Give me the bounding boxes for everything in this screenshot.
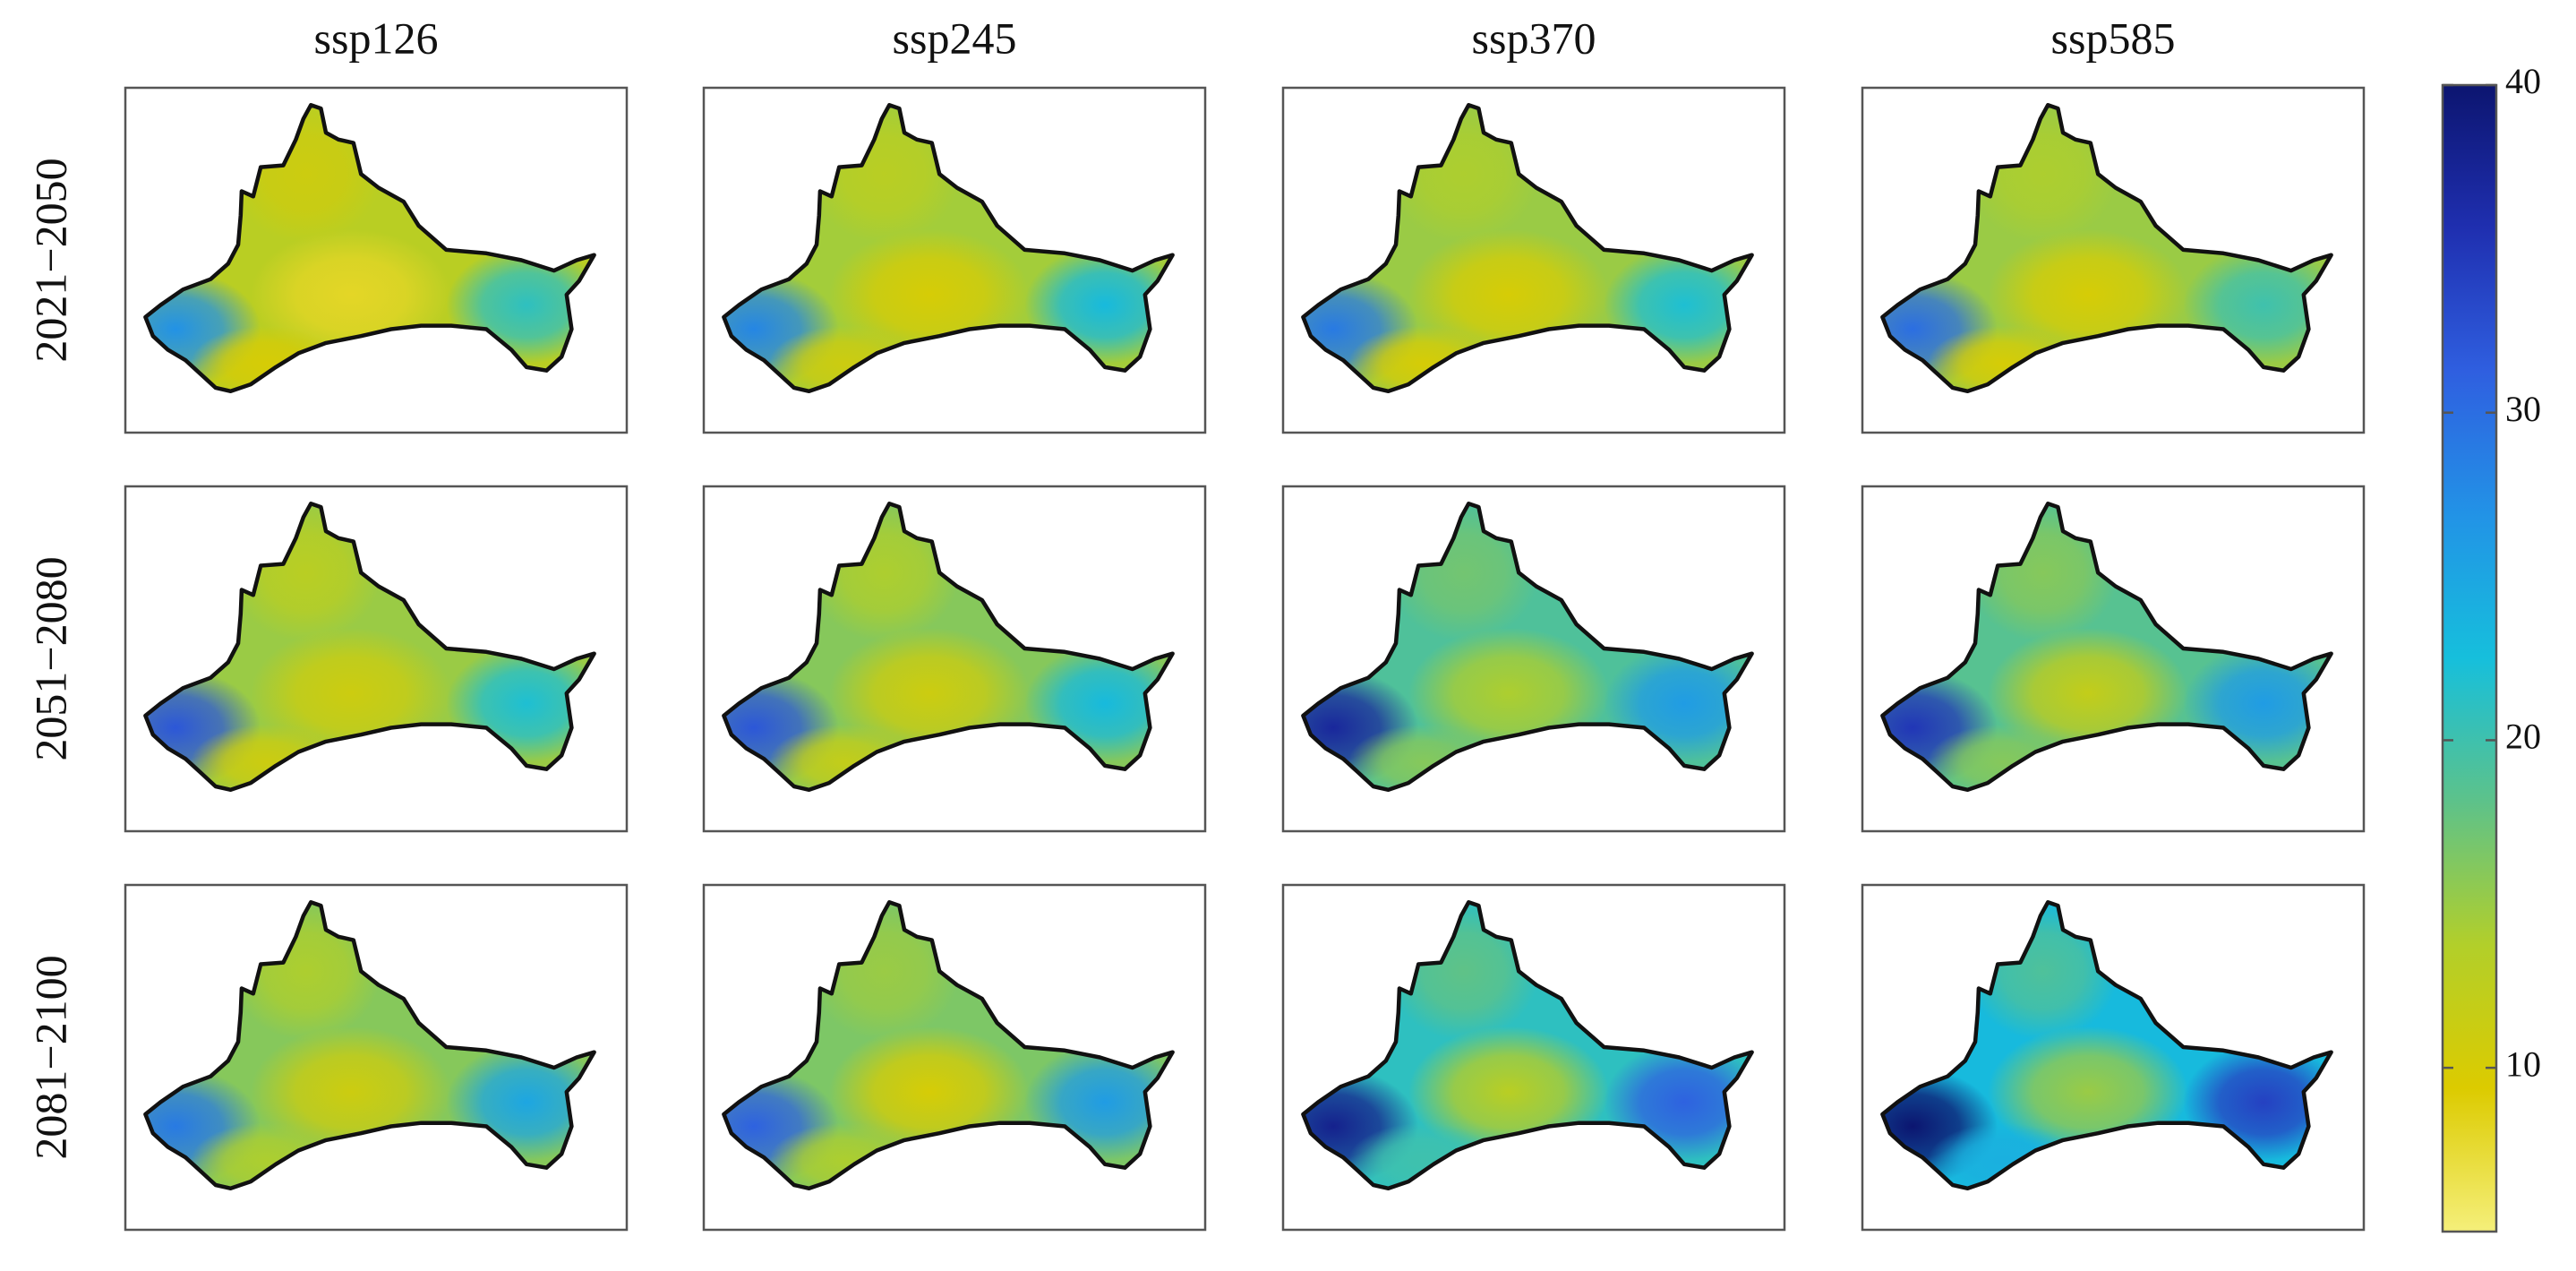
column-title: ssp370 <box>1472 13 1596 63</box>
basin-outline <box>722 103 1175 394</box>
map-panel-r3-c2 <box>702 883 1207 1232</box>
basin-outline <box>1301 103 1754 394</box>
map-panel-r3-c4 <box>1861 883 2366 1232</box>
map-panel-r2-c4 <box>1861 485 2366 833</box>
colorbar-gradient <box>2443 85 2496 1232</box>
map-panel-r2-c2 <box>702 485 1207 833</box>
column-title: ssp126 <box>314 13 439 63</box>
row-title: 2051−2080 <box>25 556 75 760</box>
basin-outline <box>722 900 1175 1191</box>
basin-outline <box>143 103 596 394</box>
basin-outline <box>1301 900 1754 1191</box>
row-titles: 2021−2050 2051−2080 2081−2100 <box>25 158 75 1159</box>
basin-outline <box>722 502 1175 793</box>
map-panel-r1-c3 <box>1281 86 1786 434</box>
colorbar-tick-label: 40 <box>2505 61 2541 101</box>
basin-outline <box>1880 900 2333 1191</box>
basin-outline <box>143 900 596 1191</box>
row-title: 2021−2050 <box>25 158 75 362</box>
map-panel-r1-c4 <box>1861 86 2366 434</box>
panel-grid <box>124 86 2366 1232</box>
basin-outline <box>1301 502 1754 793</box>
map-panel-r3-c1 <box>124 883 629 1232</box>
column-title: ssp245 <box>893 13 1017 63</box>
basin-outline <box>143 502 596 793</box>
basin-outline <box>1880 502 2333 793</box>
column-title: ssp585 <box>2051 13 2176 63</box>
map-panel-r2-c1 <box>124 485 629 833</box>
column-titles: ssp126 ssp245 ssp370 ssp585 <box>314 13 2176 63</box>
colorbar-frame <box>2441 83 2498 1233</box>
basin-outline <box>1880 103 2333 394</box>
colorbar: 10 20 30 40 <box>2441 61 2541 1233</box>
map-panel-r2-c3 <box>1281 485 1786 833</box>
colorbar-tick-label: 30 <box>2505 389 2541 429</box>
map-panel-r1-c2 <box>702 86 1207 434</box>
map-panel-r1-c1 <box>124 86 629 434</box>
row-title: 2081−2100 <box>25 955 75 1159</box>
map-panel-r3-c3 <box>1281 883 1786 1232</box>
colorbar-tick-label: 10 <box>2505 1043 2541 1084</box>
colorbar-tick-label: 20 <box>2505 717 2541 757</box>
